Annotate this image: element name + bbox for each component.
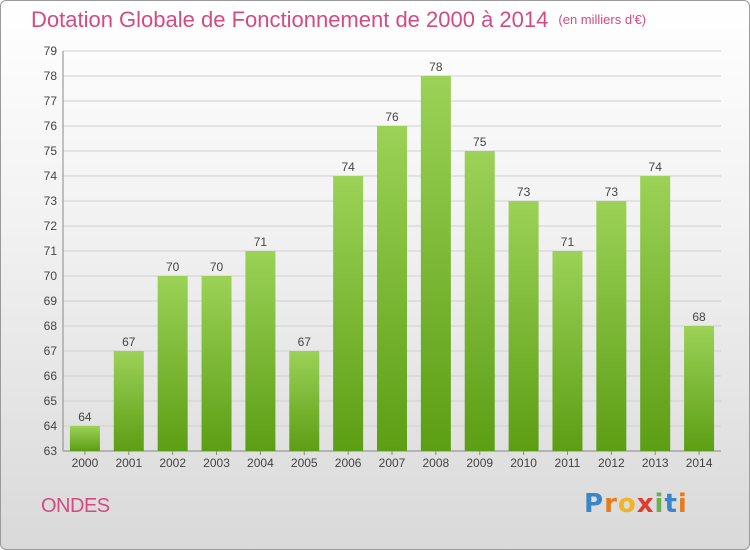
logo-letter: t bbox=[664, 489, 678, 519]
y-tick-label: 63 bbox=[44, 444, 58, 458]
x-tick-label: 2009 bbox=[466, 456, 493, 470]
bars bbox=[69, 76, 715, 451]
data-labels: 64 67 70 70 71 67 74 76 78 75 73 71 73 74 68 bbox=[78, 60, 706, 424]
y-tick-label: 64 bbox=[44, 419, 58, 433]
x-tick-label: 2010 bbox=[510, 456, 537, 470]
data-label: 76 bbox=[385, 110, 399, 124]
y-tick-label: 69 bbox=[44, 294, 58, 308]
data-label: 75 bbox=[473, 135, 487, 149]
unit-label: (en milliers d'€) bbox=[558, 12, 647, 27]
x-tick-label: 2000 bbox=[72, 456, 99, 470]
bar bbox=[596, 201, 627, 451]
title-text: Dotation Globale de Fonctionnement de 20… bbox=[31, 7, 549, 32]
y-tick-label: 72 bbox=[44, 219, 58, 233]
y-tick-label: 77 bbox=[44, 94, 58, 108]
data-label: 67 bbox=[122, 335, 136, 349]
y-tick-label: 74 bbox=[44, 169, 58, 183]
logo-letter: i bbox=[654, 489, 665, 519]
bar bbox=[640, 176, 671, 451]
data-label: 68 bbox=[692, 310, 706, 324]
data-label: 74 bbox=[341, 160, 355, 174]
y-tick-label: 68 bbox=[44, 319, 58, 333]
x-axis-ticks: 2000 2001 2002 2003 2004 2005 2006 2007 2008 2009… bbox=[72, 451, 713, 470]
logo-letter: P bbox=[584, 489, 605, 519]
y-tick-label: 76 bbox=[44, 119, 58, 133]
data-label: 78 bbox=[429, 60, 443, 74]
logo-letter: r bbox=[604, 489, 618, 519]
bar bbox=[377, 126, 407, 451]
x-tick-label: 2005 bbox=[291, 456, 318, 470]
y-tick-label: 78 bbox=[44, 69, 58, 83]
bar bbox=[201, 276, 232, 451]
y-tick-label: 79 bbox=[44, 44, 58, 58]
bar bbox=[289, 351, 320, 451]
commune-name: ONDES bbox=[41, 495, 110, 517]
bar bbox=[552, 251, 583, 451]
y-tick-label: 73 bbox=[44, 194, 58, 208]
bar bbox=[333, 176, 364, 451]
bar bbox=[157, 276, 188, 451]
bar bbox=[684, 326, 715, 451]
x-tick-label: 2011 bbox=[555, 456, 581, 470]
x-tick-label: 2001 bbox=[115, 456, 142, 470]
y-tick-label: 71 bbox=[44, 244, 58, 258]
x-tick-label: 2008 bbox=[423, 456, 450, 470]
data-label: 70 bbox=[210, 260, 224, 274]
data-label: 73 bbox=[517, 185, 531, 199]
bar bbox=[69, 426, 100, 451]
x-tick-label: 2012 bbox=[598, 456, 625, 470]
y-tick-label: 70 bbox=[44, 269, 58, 283]
logo-letter: i bbox=[677, 489, 688, 519]
data-label: 64 bbox=[78, 410, 92, 424]
bar bbox=[464, 151, 495, 451]
data-label: 73 bbox=[605, 185, 619, 199]
x-tick-label: 2014 bbox=[686, 456, 713, 470]
x-tick-label: 2007 bbox=[379, 456, 406, 470]
logo-letter: x bbox=[636, 489, 655, 519]
logo-letter: o bbox=[617, 489, 637, 519]
x-tick-label: 2002 bbox=[159, 456, 186, 470]
x-tick-label: 2006 bbox=[335, 456, 362, 470]
data-label: 71 bbox=[561, 235, 575, 249]
y-axis-ticks: 63 64 65 66 67 68 69 70 71 72 73 74 75 76 77 78 79 bbox=[44, 44, 58, 458]
y-tick-label: 65 bbox=[44, 394, 58, 408]
bar bbox=[508, 201, 539, 451]
y-tick-label: 75 bbox=[44, 144, 58, 158]
data-label: 67 bbox=[298, 335, 312, 349]
data-label: 71 bbox=[254, 235, 268, 249]
bar bbox=[420, 76, 451, 451]
bar bbox=[113, 351, 144, 451]
data-label: 70 bbox=[166, 260, 180, 274]
x-tick-label: 2013 bbox=[642, 456, 669, 470]
x-tick-label: 2004 bbox=[247, 456, 274, 470]
y-tick-label: 66 bbox=[44, 369, 58, 383]
data-label: 74 bbox=[649, 160, 663, 174]
chart-title: Dotation Globale de Fonctionnement de 20… bbox=[31, 7, 646, 33]
y-tick-label: 67 bbox=[44, 344, 58, 358]
x-tick-label: 2003 bbox=[203, 456, 230, 470]
bar bbox=[245, 251, 276, 451]
proxiti-logo[interactable]: Proxiti bbox=[584, 489, 688, 519]
